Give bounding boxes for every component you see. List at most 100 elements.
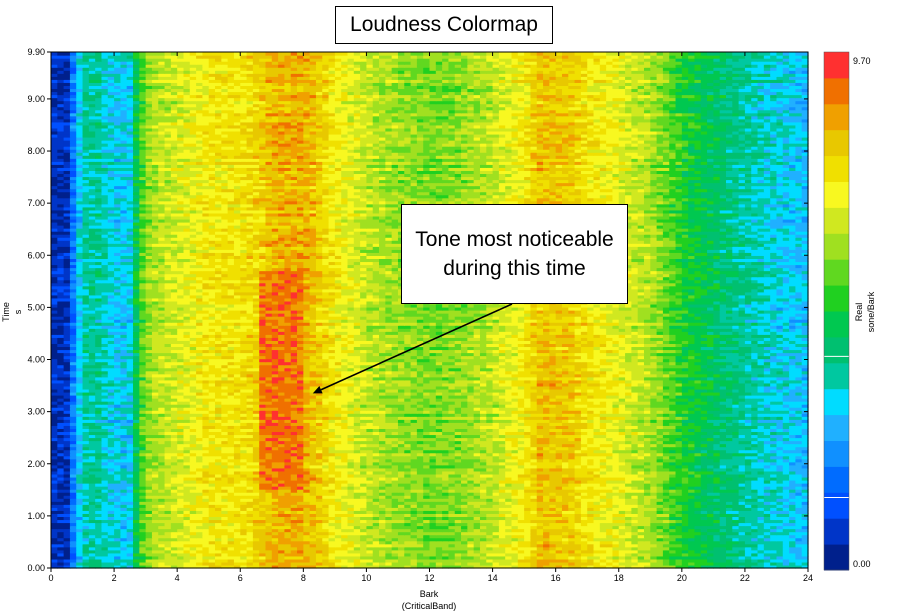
- heatmap-cell: [379, 531, 386, 536]
- heatmap-cell: [322, 543, 330, 548]
- heatmap-cell: [183, 552, 191, 557]
- heatmap-cell: [208, 525, 216, 530]
- heatmap-cell: [202, 525, 210, 530]
- heatmap-cell: [486, 555, 494, 560]
- heatmap-cell: [303, 555, 311, 560]
- heatmap-cell: [719, 534, 727, 539]
- heatmap-cell: [448, 540, 456, 545]
- heatmap-cell: [713, 561, 721, 566]
- heatmap-cell: [114, 540, 121, 545]
- heatmap-cell: [543, 561, 550, 566]
- heatmap-cell: [284, 525, 292, 530]
- heatmap-cell: [707, 552, 714, 557]
- heatmap-cell: [63, 543, 71, 548]
- heatmap-cell: [290, 534, 298, 539]
- heatmap-cell: [593, 525, 601, 530]
- heatmap-cell: [51, 564, 58, 569]
- heatmap-cell: [738, 537, 746, 542]
- heatmap-cell: [744, 552, 752, 557]
- heatmap-cell: [69, 519, 77, 524]
- heatmap-cell: [498, 564, 506, 569]
- heatmap-cell: [278, 546, 286, 551]
- heatmap-cell: [164, 561, 172, 566]
- chart-title: Loudness Colormap: [335, 6, 553, 44]
- heatmap-cell: [669, 531, 677, 536]
- heatmap-cell: [435, 561, 443, 566]
- heatmap-cell: [486, 540, 494, 545]
- heatmap-cell: [492, 546, 500, 551]
- heatmap-cell: [782, 564, 790, 569]
- heatmap-cell: [606, 522, 614, 527]
- heatmap-cell: [801, 531, 809, 536]
- heatmap-cell: [505, 528, 513, 533]
- heatmap-cell: [88, 558, 96, 563]
- heatmap-cell: [88, 537, 96, 542]
- heatmap-cell: [315, 531, 323, 536]
- heatmap-cell: [637, 546, 645, 551]
- heatmap-cell: [379, 525, 386, 530]
- heatmap-cell: [107, 552, 115, 557]
- heatmap-cell: [404, 534, 412, 539]
- heatmap-cell: [511, 564, 519, 569]
- heatmap-cell: [353, 564, 361, 569]
- heatmap-cell: [233, 543, 241, 548]
- heatmap-cell: [561, 540, 569, 545]
- heatmap-cell: [309, 543, 317, 548]
- heatmap-cell: [643, 546, 651, 551]
- heatmap-cell: [416, 561, 424, 566]
- heatmap-cell: [751, 531, 759, 536]
- heatmap-cell: [328, 561, 336, 566]
- heatmap-cell: [259, 558, 267, 563]
- heatmap-cell: [530, 555, 538, 560]
- heatmap-cell: [625, 528, 632, 533]
- heatmap-cell: [561, 558, 569, 563]
- heatmap-cell: [297, 543, 304, 548]
- heatmap-cell: [233, 540, 241, 545]
- heatmap-cell: [801, 558, 809, 563]
- heatmap-cell: [461, 534, 468, 539]
- heatmap-cell: [549, 555, 557, 560]
- heatmap-cell: [303, 561, 311, 566]
- heatmap-cell: [599, 522, 607, 527]
- heatmap-cell: [347, 546, 355, 551]
- heatmap-cell: [555, 564, 563, 569]
- heatmap-cell: [189, 564, 197, 569]
- heatmap-cell: [536, 540, 544, 545]
- heatmap-cell: [643, 525, 651, 530]
- heatmap-cell: [467, 540, 475, 545]
- heatmap-cell: [612, 552, 620, 557]
- heatmap-cell: [732, 522, 740, 527]
- heatmap-cell: [479, 519, 487, 524]
- heatmap-cell: [145, 543, 153, 548]
- heatmap-cell: [669, 546, 677, 551]
- heatmap-cell: [555, 528, 563, 533]
- heatmap-cell: [700, 543, 708, 548]
- heatmap-cell: [158, 558, 166, 563]
- heatmap-cell: [297, 537, 304, 542]
- heatmap-cell: [221, 531, 229, 536]
- heatmap-cell: [707, 543, 714, 548]
- heatmap-cell: [208, 555, 216, 560]
- heatmap-cell: [177, 552, 185, 557]
- heatmap-cell: [208, 537, 216, 542]
- heatmap-cell: [681, 534, 689, 539]
- heatmap-cell: [688, 531, 696, 536]
- heatmap-cell: [801, 534, 809, 539]
- heatmap-cell: [776, 537, 784, 542]
- heatmap-cell: [347, 549, 355, 554]
- heatmap-cell: [69, 534, 77, 539]
- heatmap-cell: [454, 531, 462, 536]
- heatmap-cell: [183, 543, 191, 548]
- heatmap-cell: [612, 546, 620, 551]
- heatmap-cell: [505, 546, 513, 551]
- heatmap-cell: [549, 552, 557, 557]
- heatmap-cell: [561, 537, 569, 542]
- heatmap-cell: [240, 522, 248, 527]
- heatmap-cell: [643, 555, 651, 560]
- heatmap-cell: [51, 558, 58, 563]
- heatmap-cell: [606, 546, 614, 551]
- heatmap-cell: [202, 522, 210, 527]
- heatmap-cell: [341, 549, 349, 554]
- heatmap-cell: [139, 534, 147, 539]
- heatmap-cell: [385, 558, 393, 563]
